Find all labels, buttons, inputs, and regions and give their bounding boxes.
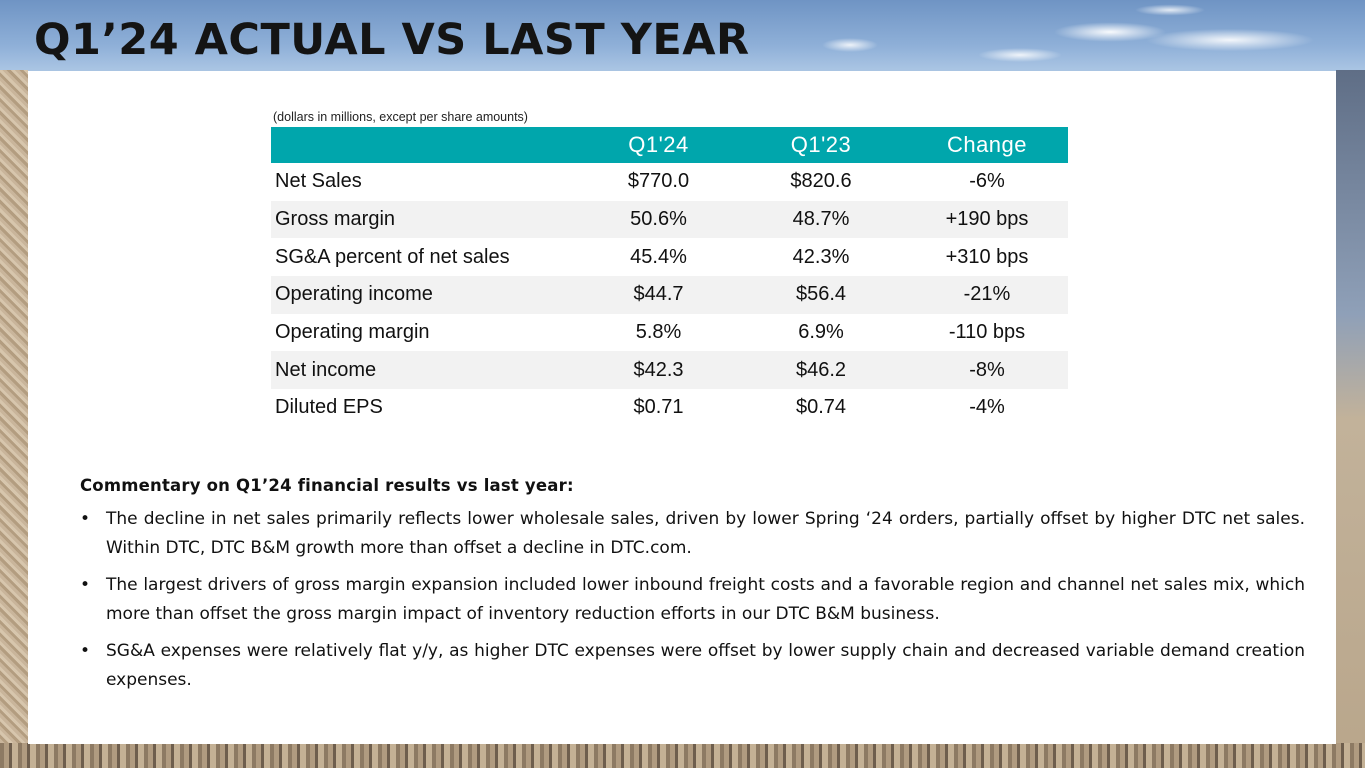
cell-q1-24: $770.0 bbox=[627, 170, 690, 193]
list-item: The decline in net sales primarily refle… bbox=[80, 505, 1305, 563]
slide-title: Q1’24 ACTUAL VS LAST YEAR bbox=[34, 15, 750, 65]
row-label: Operating margin bbox=[275, 321, 430, 344]
table-row: SG&A percent of net sales 45.4% 42.3% +3… bbox=[271, 238, 1068, 276]
header-q1-24: Q1'24 bbox=[581, 127, 736, 163]
row-label: Operating income bbox=[271, 276, 581, 314]
units-note: (dollars in millions, except per share a… bbox=[273, 110, 528, 124]
cell-q1-23: $46.2 bbox=[736, 351, 906, 390]
cell-change: -4% bbox=[969, 396, 1005, 419]
commentary-heading: Commentary on Q1’24 financial results vs… bbox=[80, 476, 574, 495]
cell-q1-23: 48.7% bbox=[736, 200, 906, 239]
financial-results-table: Q1'24 Q1'23 Change Net Sales $770.0 $820… bbox=[271, 127, 1068, 427]
row-label: Gross margin bbox=[271, 200, 581, 239]
cell-q1-23: 42.3% bbox=[792, 245, 850, 268]
cell-change: +310 bps bbox=[945, 245, 1029, 268]
cell-change: -110 bps bbox=[948, 321, 1026, 344]
content-panel bbox=[28, 71, 1336, 744]
list-item: The largest drivers of gross margin expa… bbox=[80, 571, 1305, 629]
cell-change: -21% bbox=[906, 276, 1068, 314]
commentary-list: The decline in net sales primarily refle… bbox=[80, 505, 1305, 695]
cell-change: -8% bbox=[906, 351, 1068, 390]
cell-q1-24: $44.7 bbox=[581, 276, 736, 314]
row-label: SG&A percent of net sales bbox=[275, 245, 510, 268]
background-bottom-strip bbox=[0, 743, 1365, 768]
cell-q1-23: $820.6 bbox=[790, 170, 852, 193]
table-row: Operating margin 5.8% 6.9% -110 bps bbox=[271, 314, 1068, 352]
cell-change: -6% bbox=[969, 170, 1005, 193]
commentary-section: Commentary on Q1’24 financial results vs… bbox=[80, 476, 1305, 703]
cell-q1-24: 5.8% bbox=[635, 321, 682, 344]
header-change: Change bbox=[906, 127, 1068, 163]
table-row: Operating income $44.7 $56.4 -21% bbox=[271, 276, 1068, 314]
cell-q1-23: $56.4 bbox=[736, 276, 906, 314]
cell-q1-23: 6.9% bbox=[798, 321, 844, 344]
background-left-strip bbox=[0, 70, 28, 768]
list-item: SG&A expenses were relatively flat y/y, … bbox=[80, 637, 1305, 695]
table-row: Net income $42.3 $46.2 -8% bbox=[271, 351, 1068, 390]
row-label: Diluted EPS bbox=[275, 396, 383, 419]
cell-q1-24: $42.3 bbox=[581, 351, 736, 390]
row-label: Net Sales bbox=[275, 170, 362, 193]
cell-q1-24: $0.71 bbox=[633, 396, 684, 419]
background-right-strip bbox=[1336, 70, 1365, 768]
table-row: Diluted EPS $0.71 $0.74 -4% bbox=[271, 389, 1068, 427]
header-q1-23: Q1'23 bbox=[736, 127, 906, 163]
cell-q1-23: $0.74 bbox=[795, 396, 847, 419]
table-header-row: Q1'24 Q1'23 Change bbox=[271, 127, 1068, 163]
cell-change: +190 bps bbox=[906, 200, 1068, 239]
table-row: Net Sales $770.0 $820.6 -6% bbox=[271, 163, 1068, 201]
header-metric bbox=[271, 127, 581, 163]
row-label: Net income bbox=[271, 351, 581, 390]
cell-q1-24: 45.4% bbox=[630, 245, 687, 268]
cell-q1-24: 50.6% bbox=[581, 200, 736, 239]
table-row: Gross margin 50.6% 48.7% +190 bps bbox=[271, 200, 1068, 239]
